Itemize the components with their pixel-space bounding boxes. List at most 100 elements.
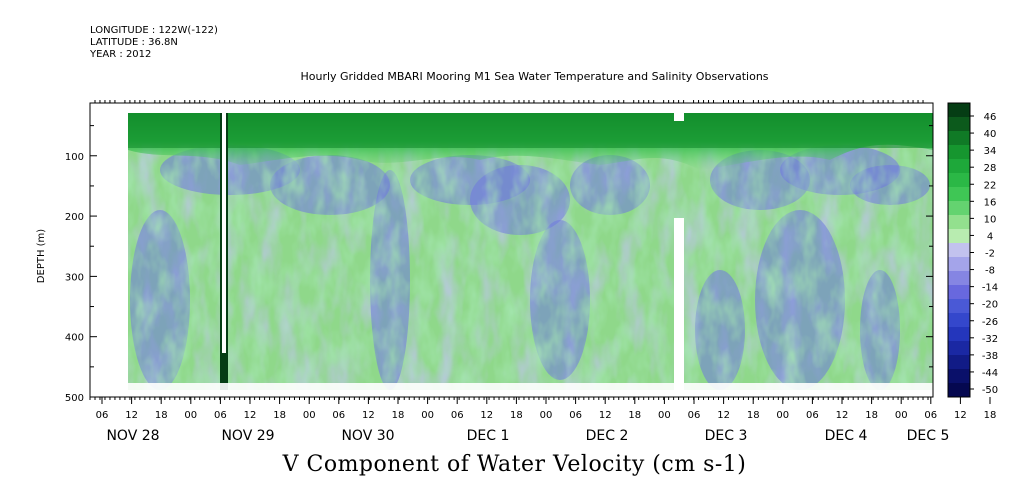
- x-tick-label: 06: [806, 410, 819, 421]
- colorbar-swatch: [948, 159, 970, 174]
- colorbar-swatch: [948, 299, 970, 314]
- colorbar-swatch: [948, 187, 970, 202]
- colorbar-label: -14: [982, 283, 998, 294]
- plot-frame: [89, 102, 934, 398]
- chart-subtitle: V Component of Water Velocity (cm s-1): [282, 452, 747, 477]
- colorbar-swatch: [948, 103, 970, 118]
- x-tick-label: 18: [392, 410, 405, 421]
- x-tick-label: 06: [214, 410, 227, 421]
- colorbar-label: -26: [982, 317, 998, 328]
- gap-dec2: [674, 218, 684, 390]
- x-tick-label: 06: [569, 410, 582, 421]
- x-tick-label: 06: [924, 410, 937, 421]
- x-tick-label: 18: [628, 410, 641, 421]
- x-tick-label: 00: [776, 410, 789, 421]
- colorbar-swatch: [948, 243, 970, 258]
- colorbar-swatch: [948, 145, 970, 160]
- x-date-label: DEC 3: [705, 428, 748, 444]
- y-axis: 100 200 300 400 500: [65, 125, 933, 404]
- x-tick-label: 00: [540, 410, 553, 421]
- colorbar-label: -44: [982, 368, 998, 379]
- y-tick-label: 500: [65, 393, 84, 404]
- x-tick-label: 00: [658, 410, 671, 421]
- colorbar-label: -2: [985, 249, 995, 260]
- y-tick-label: 100: [65, 152, 84, 163]
- heatmap: [128, 113, 933, 390]
- colorbar-swatch: [948, 341, 970, 356]
- x-tick-label: 06: [451, 410, 464, 421]
- x-tick-label: 06: [96, 410, 109, 421]
- colorbar-swatch: [948, 215, 970, 230]
- y-tick-label: 300: [65, 272, 84, 283]
- chart-title: Hourly Gridded MBARI Mooring M1 Sea Wate…: [300, 70, 769, 83]
- colorbar-label: -50: [982, 385, 998, 396]
- x-date-label: NOV 28: [106, 428, 159, 444]
- x-axis: 06 12 18 00 06 12 18 00 06 12 18 00 06 12 18 00 06 12 18 00…: [89, 100, 997, 444]
- x-tick-label: 12: [836, 410, 849, 421]
- x-tick-label: 18: [865, 410, 878, 421]
- x-tick-label: 12: [480, 410, 493, 421]
- x-date-label: DEC 5: [907, 428, 950, 444]
- bottom-mask: [128, 383, 933, 390]
- x-tick-label: 18: [984, 410, 997, 421]
- x-tick-label: 06: [688, 410, 701, 421]
- latitude-label: LATITUDE : 36.8N: [90, 37, 178, 48]
- colorbar-label: 16: [984, 197, 997, 208]
- x-tick-label: 18: [273, 410, 286, 421]
- colorbar-swatch: [948, 313, 970, 328]
- colorbar-swatch: [948, 173, 970, 188]
- x-date-label: NOV 30: [341, 428, 394, 444]
- colorbar-swatch: [948, 285, 970, 300]
- x-tick-label: 12: [599, 410, 612, 421]
- x-tick-label: 00: [895, 410, 908, 421]
- y-tick-label: 200: [65, 212, 84, 223]
- x-tick-label: 12: [717, 410, 730, 421]
- colorbar-label: -8: [985, 266, 995, 277]
- x-tick-label: 12: [362, 410, 375, 421]
- x-tick-label: 12: [954, 410, 967, 421]
- colorbar-swatch: [948, 355, 970, 370]
- colorbar-label: -38: [982, 351, 998, 362]
- year-label: YEAR : 2012: [90, 49, 152, 60]
- colorbar-label: 46: [984, 112, 997, 123]
- y-axis-label: DEPTH (m): [36, 229, 47, 283]
- x-date-label: DEC 4: [825, 428, 868, 444]
- colorbar-swatch: [948, 369, 970, 384]
- colorbar-swatch: [948, 229, 970, 244]
- colorbar-swatch: [948, 131, 970, 146]
- colorbar-label: -20: [982, 300, 998, 311]
- colorbar-swatch: [948, 271, 970, 286]
- colorbar-swatch: [948, 257, 970, 272]
- colorbar-label: 34: [984, 146, 997, 157]
- colorbar-swatch: [948, 327, 970, 342]
- colorbar-label: 4: [987, 231, 993, 242]
- x-tick-label: 18: [747, 410, 760, 421]
- colorbar-label: 28: [984, 163, 997, 174]
- x-tick-label: 18: [510, 410, 523, 421]
- colorbar-label: -32: [982, 334, 998, 345]
- x-date-label: DEC 1: [467, 428, 510, 444]
- colorbar-label: 22: [984, 180, 997, 191]
- colorbar-label: 40: [984, 129, 997, 140]
- x-tick-label: 12: [244, 410, 257, 421]
- x-tick-label: 06: [332, 410, 345, 421]
- x-tick-label: 00: [421, 410, 434, 421]
- gap-dec2-top: [674, 113, 684, 121]
- x-tick-label: 18: [155, 410, 168, 421]
- plot-area: [89, 102, 934, 398]
- x-tick-label: 00: [303, 410, 316, 421]
- colorbar-swatch: [948, 383, 970, 398]
- longitude-label: LONGITUDE : 122W(-122): [90, 25, 218, 36]
- x-tick-label: 00: [184, 410, 197, 421]
- x-tick-label: 12: [125, 410, 138, 421]
- colorbar-swatch: [948, 117, 970, 132]
- colorbar: 46 40 34 28 22 16 10 4 -2 -8 -14 -20 -26 -32 -38 -44 -50: [947, 102, 998, 398]
- colorbar-swatch: [948, 201, 970, 216]
- x-date-label: DEC 2: [586, 428, 629, 444]
- colorbar-label: 10: [984, 214, 997, 225]
- colorbar-frame: [947, 102, 971, 398]
- y-tick-label: 400: [65, 333, 84, 344]
- gap-nov29-inner: [222, 113, 226, 353]
- x-date-label: NOV 29: [221, 428, 274, 444]
